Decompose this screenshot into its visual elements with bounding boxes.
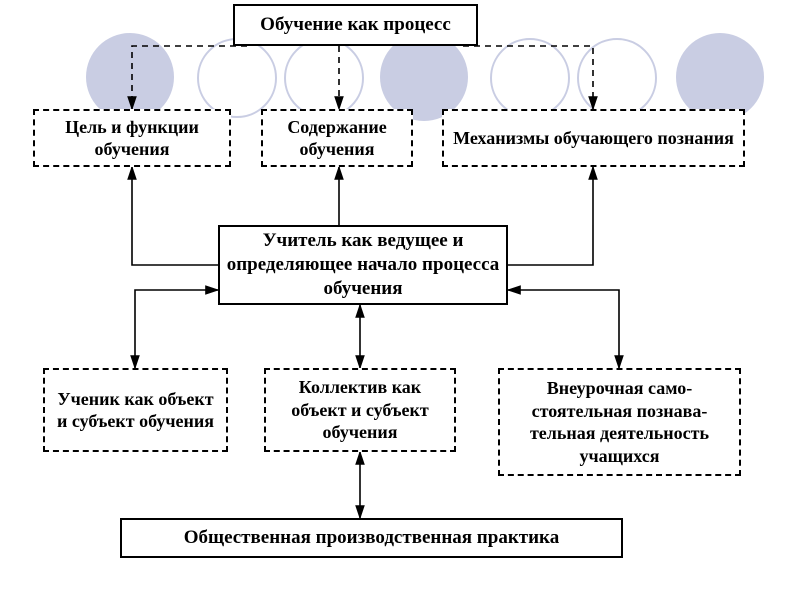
edge-center-n3b [508, 225, 593, 265]
node-n3: Механизмы обучающего познания [442, 109, 745, 167]
node-root: Обучение как процесс [233, 4, 478, 46]
edge-center-m3 [508, 290, 619, 368]
node-bottom: Общественная производственная практика [120, 518, 623, 558]
node-n1: Цель и функции обучения [33, 109, 231, 167]
edge-center-m1 [135, 290, 218, 368]
decorative-circle [380, 33, 468, 121]
node-m3: Внеурочная само- стоятельная познава- те… [498, 368, 741, 476]
node-n2: Содержание обучения [261, 109, 413, 167]
decorative-circle [490, 38, 570, 118]
edge-center-n1b [132, 225, 218, 265]
decorative-circle [197, 38, 277, 118]
node-m2: Коллектив как объект и субъект обучения [264, 368, 456, 452]
decorative-circle [577, 38, 657, 118]
decorative-circle [86, 33, 174, 121]
decorative-circle [676, 33, 764, 121]
decorative-circle [284, 38, 364, 118]
node-m1: Ученик как объект и субъект обучения [43, 368, 228, 452]
node-center: Учитель как ведущее и определяющее начал… [218, 225, 508, 305]
